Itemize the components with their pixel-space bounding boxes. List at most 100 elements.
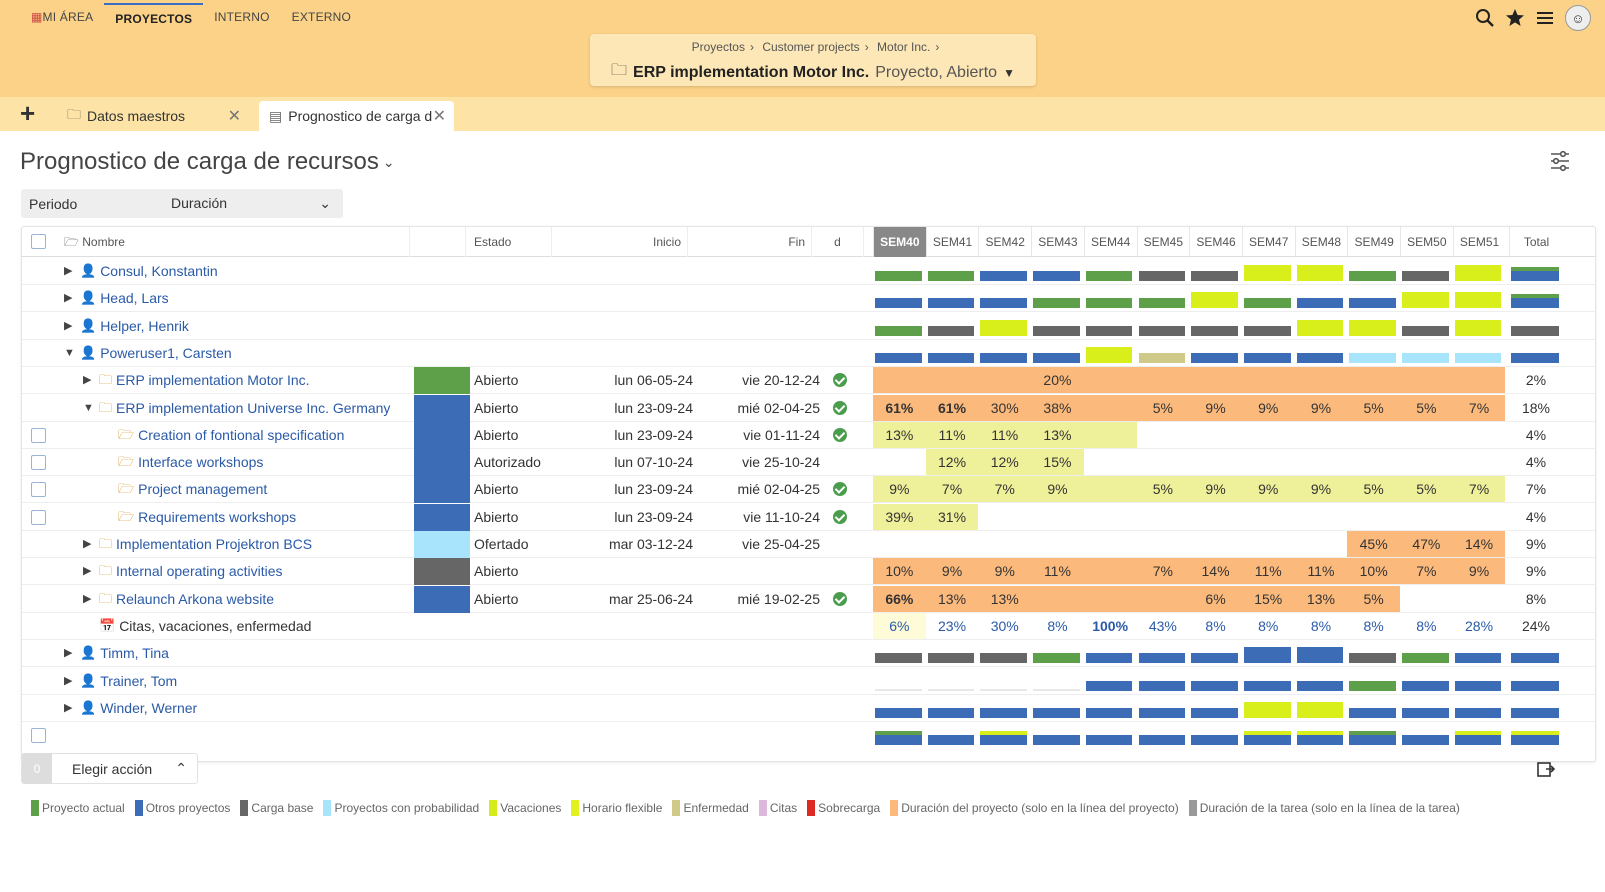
row-name[interactable]: ▶ 👤 Head, Lars	[64, 284, 169, 312]
row-name-text[interactable]: Timm, Tina	[100, 645, 169, 662]
table-row[interactable]: 🗁 Project management Abierto lun 23-09-24 mi…	[22, 475, 1595, 504]
summary-checkbox[interactable]	[31, 728, 46, 744]
row-name[interactable]: 🗁 Creation of fontional specification	[102, 421, 344, 449]
column-start[interactable]: Inicio	[552, 227, 688, 257]
row-checkbox[interactable]	[31, 427, 46, 443]
tab-datos-maestros[interactable]: 🗀 Datos maestros ✕	[57, 101, 249, 131]
expand-right-icon[interactable]: ▶	[83, 592, 92, 605]
row-name-text[interactable]: Citas, vacaciones, enfermedad	[119, 617, 312, 634]
expand-right-icon[interactable]: ▶	[64, 265, 73, 277]
row-name[interactable]: ▶ 🗀 Implementation Projektron BCS	[83, 530, 312, 558]
expand-down-icon[interactable]: ▼	[83, 401, 94, 414]
table-row[interactable]: ▶ 🗀 Relaunch Arkona website Abierto mar 25-0…	[22, 585, 1595, 613]
table-row[interactable]: ▶ 👤 Winder, Werner	[22, 694, 1595, 722]
week-header-sem48[interactable]: SEM48	[1294, 227, 1348, 257]
row-name-text[interactable]: Relaunch Arkona website	[116, 590, 275, 607]
select-all-checkbox[interactable]	[31, 234, 46, 249]
row-name-text[interactable]: Interface workshops	[138, 454, 264, 471]
column-name[interactable]: 🗁 Nombre	[62, 227, 410, 257]
table-row[interactable]: ▶ 👤 Consul, Konstantin	[22, 257, 1595, 285]
week-header-sem45[interactable]: SEM45	[1136, 227, 1190, 257]
expand-right-icon[interactable]: ▶	[64, 647, 73, 660]
nav-externo[interactable]: EXTERNO	[291, 10, 352, 24]
close-icon[interactable]: ✕	[432, 108, 446, 125]
expand-right-icon[interactable]: ▶	[64, 674, 73, 687]
week-header-sem47[interactable]: SEM47	[1241, 227, 1295, 257]
week-header-sem41[interactable]: SEM41	[925, 227, 979, 257]
row-name-text[interactable]: Winder, Werner	[100, 699, 198, 716]
period-selector[interactable]: Periodo Duración ⌄	[21, 189, 343, 218]
row-name[interactable]: ▶ 🗀 Internal operating activities	[83, 557, 283, 585]
column-end[interactable]: Fin	[688, 227, 812, 257]
row-name[interactable]: ▶ 👤 Winder, Werner	[64, 694, 197, 722]
row-name-text[interactable]: Requirements workshops	[138, 508, 297, 525]
column-state[interactable]: Estado	[466, 227, 552, 257]
row-name-text[interactable]: Consul, Konstantin	[100, 263, 218, 279]
week-header-sem44[interactable]: SEM44	[1083, 227, 1137, 257]
breadcrumb-item[interactable]: Proyectos	[691, 40, 745, 54]
table-row[interactable]: 🗁 Creation of fontional specification Abie…	[22, 421, 1595, 449]
row-name-text[interactable]: Project management	[138, 481, 268, 498]
row-checkbox[interactable]	[31, 455, 46, 471]
week-header-sem49[interactable]: SEM49	[1347, 227, 1400, 257]
row-name[interactable]: ▼ 🗀 ERP implementation Universe Inc. Germa…	[83, 394, 390, 422]
table-row[interactable]: ▶ 🗀 ERP implementation Motor Inc. Abierto lu…	[22, 366, 1595, 395]
row-name[interactable]: ▶ 🗀 Relaunch Arkona website	[83, 585, 274, 613]
expand-right-icon[interactable]: ▶	[83, 374, 92, 387]
row-name-text[interactable]: Poweruser1, Carsten	[100, 344, 232, 361]
row-name[interactable]: 📅 Citas, vacaciones, enfermedad	[83, 612, 311, 640]
nav-mi-area[interactable]: ▦MI ÁREA	[31, 10, 94, 24]
add-tab-button[interactable]: +	[20, 98, 36, 128]
table-row[interactable]: ▼ 👤 Poweruser1, Carsten	[22, 339, 1595, 367]
row-name[interactable]: ▶ 🗀 ERP implementation Motor Inc.	[83, 366, 310, 394]
table-row[interactable]: 🗁 Requirements workshops Abierto lun 23-09-…	[22, 503, 1595, 531]
tab-prognostico[interactable]: ▤ Prognostico de carga d ✕	[259, 101, 454, 131]
table-row[interactable]: ▶ 🗀 Internal operating activities Abierto 10…	[22, 557, 1595, 586]
table-row[interactable]: ▶ 👤 Helper, Henrik	[22, 312, 1595, 340]
breadcrumb-item[interactable]: Motor Inc.	[877, 40, 931, 54]
expand-right-icon[interactable]: ▶	[83, 565, 92, 578]
star-icon[interactable]	[1505, 8, 1525, 28]
menu-icon[interactable]	[1535, 8, 1555, 28]
close-icon[interactable]: ✕	[227, 108, 241, 125]
week-header-sem51[interactable]: SEM51	[1452, 227, 1506, 257]
action-selector[interactable]: 0 Elegir acción ⌃	[21, 753, 198, 784]
week-header-sem46[interactable]: SEM46	[1189, 227, 1242, 257]
table-row[interactable]: ▶ 👤 Timm, Tina	[22, 639, 1595, 668]
week-header-sem40[interactable]: SEM40	[873, 227, 926, 257]
week-header-sem42[interactable]: SEM42	[978, 227, 1031, 257]
table-row[interactable]: ▶ 👤 Trainer, Tom	[22, 667, 1595, 695]
settings-sliders-icon[interactable]	[1549, 150, 1571, 172]
row-name-text[interactable]: Head, Lars	[100, 290, 169, 307]
search-icon[interactable]	[1475, 8, 1495, 28]
row-name-text[interactable]: Creation of fontional specification	[138, 426, 345, 443]
row-name[interactable]: ▶ 👤 Trainer, Tom	[64, 667, 177, 695]
row-checkbox[interactable]	[31, 509, 46, 525]
nav-proyectos[interactable]: PROYECTOS	[104, 3, 204, 26]
row-name[interactable]: 🗁 Requirements workshops	[102, 503, 296, 531]
row-name-text[interactable]: Helper, Henrik	[100, 317, 189, 334]
expand-right-icon[interactable]: ▶	[83, 538, 92, 550]
table-row[interactable]: ▶ 🗀 Implementation Projektron BCS Ofertado m…	[22, 530, 1595, 558]
table-row[interactable]: ▶ 👤 Head, Lars	[22, 284, 1595, 313]
row-name-text[interactable]: Implementation Projektron BCS	[116, 536, 313, 552]
row-name-text[interactable]: Trainer, Tom	[100, 672, 178, 689]
column-d[interactable]: d	[812, 227, 864, 257]
breadcrumb-item[interactable]: Customer projects	[762, 40, 860, 54]
week-header-sem43[interactable]: SEM43	[1031, 227, 1084, 257]
avatar[interactable]: ☺	[1565, 5, 1591, 31]
row-name[interactable]: ▶ 👤 Consul, Konstantin	[64, 257, 218, 285]
row-name[interactable]: 🗁 Project management	[102, 475, 267, 503]
column-total[interactable]: Total	[1509, 227, 1563, 257]
expand-right-icon[interactable]: ▶	[64, 292, 73, 305]
expand-down-icon[interactable]: ▼	[64, 346, 75, 359]
row-name[interactable]: 🗁 Interface workshops	[102, 448, 263, 476]
table-row[interactable]: 🗁 Interface workshops Autorizado lun 07-10-…	[22, 448, 1595, 477]
row-checkbox[interactable]	[31, 482, 46, 498]
export-icon[interactable]	[1536, 759, 1556, 779]
row-name[interactable]: ▶ 👤 Helper, Henrik	[64, 312, 189, 340]
nav-interno[interactable]: INTERNO	[214, 10, 270, 24]
expand-right-icon[interactable]: ▶	[64, 701, 73, 714]
project-title-selector[interactable]: 🗀 ERP implementation Motor Inc. Proyecto…	[590, 59, 1036, 86]
row-name-text[interactable]: ERP implementation Motor Inc.	[116, 372, 310, 389]
